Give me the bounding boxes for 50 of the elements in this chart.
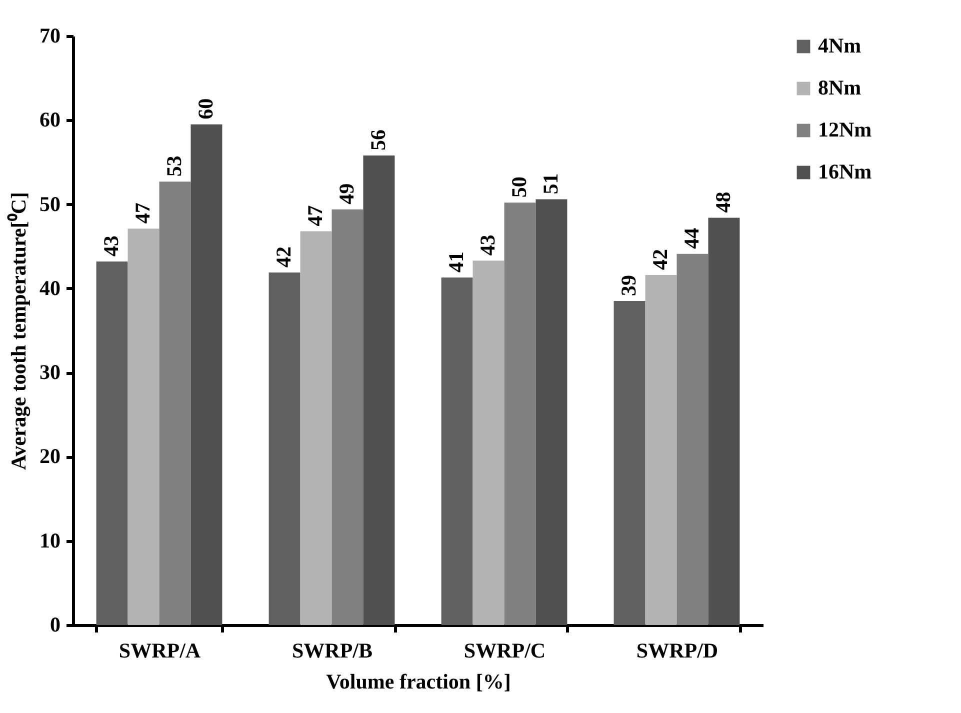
data-label: 42	[272, 246, 296, 268]
bar	[645, 274, 677, 625]
bar	[472, 260, 504, 625]
x-tick-label: SWRP/D	[636, 638, 718, 662]
y-tick-label: 40	[40, 276, 60, 300]
data-label: 47	[130, 202, 155, 224]
data-label: 56	[366, 129, 390, 150]
x-tick-label: SWRP/C	[464, 638, 546, 662]
data-label: 48	[710, 192, 735, 213]
y-tick-label: 70	[40, 24, 60, 48]
x-axis-title: Volume fraction [%]	[326, 670, 511, 694]
bar	[268, 272, 300, 625]
data-label: 43	[99, 236, 124, 257]
bar	[190, 124, 222, 625]
bar	[676, 254, 708, 625]
x-tick-label: SWRP/A	[118, 638, 202, 662]
bar	[300, 231, 332, 625]
data-label: 51	[538, 173, 562, 194]
y-tick-label: 50	[40, 192, 60, 216]
y-tick-label: 20	[40, 444, 60, 468]
y-tick-label: 60	[40, 108, 60, 132]
data-label: 47	[303, 205, 328, 226]
data-label: 53	[162, 156, 186, 177]
legend-label: 8Nm	[818, 76, 862, 100]
x-tick-label: SWRP/B	[292, 638, 373, 662]
bar	[504, 202, 536, 625]
bar	[128, 228, 160, 625]
data-label: 39	[616, 275, 641, 296]
data-label: 41	[444, 251, 468, 272]
bar	[441, 277, 473, 625]
bar	[159, 182, 191, 625]
data-label: 42	[648, 248, 672, 270]
data-label: 44	[679, 227, 704, 249]
y-axis-title: Average tooth temperature[⁰C]	[6, 192, 30, 470]
data-label: 49	[334, 183, 358, 204]
legend-label: 4Nm	[818, 34, 862, 58]
bar	[614, 301, 646, 625]
y-tick-label: 30	[40, 360, 60, 384]
bar	[96, 262, 128, 625]
legend-label: 12Nm	[818, 118, 872, 142]
bar	[363, 155, 395, 625]
y-tick-label: 0	[50, 612, 60, 636]
data-label: 43	[476, 234, 500, 256]
data-label: 50	[506, 176, 531, 198]
bar	[708, 218, 740, 625]
y-tick-label: 10	[40, 528, 60, 552]
bar	[332, 209, 364, 625]
bar	[536, 199, 568, 625]
legend-label: 16Nm	[818, 160, 872, 184]
data-label: 60	[193, 98, 218, 120]
